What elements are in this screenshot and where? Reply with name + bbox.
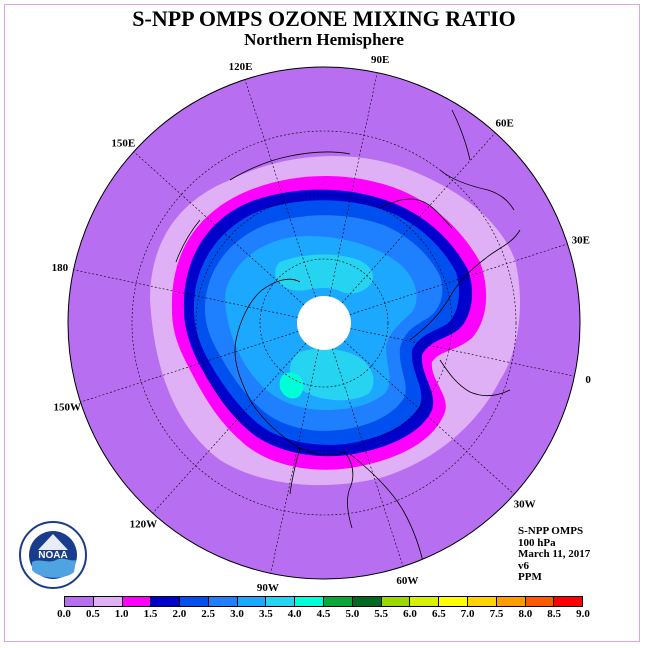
colorbar-tick-label: 7.5 [489,608,504,620]
colorbar-segment [151,597,181,606]
page-subtitle: Northern Hemisphere [244,30,404,49]
colorbar-segment [266,597,296,606]
colorbar-tick-label: 5.0 [345,608,360,620]
info-level: 100 hPa [518,536,556,549]
longitude-label: 0 [585,374,591,386]
colorbar-segment [352,597,382,606]
colorbar-segment [496,597,526,606]
polar-no-data-cap [297,296,351,350]
longitude-label: 30E [572,235,590,247]
ozone-contour-3.5-4.0-b [290,348,374,401]
colorbar-tick-label: 4.0 [287,608,302,620]
page-title: S-NPP OMPS OZONE MIXING RATIO [132,6,516,31]
colorbar-tick-label: 8.5 [547,608,562,620]
longitude-label: 150W [53,401,81,413]
colorbar-tick-label: 4.5 [316,608,331,620]
colorbar-tick-label: 3.5 [258,608,273,620]
colorbar-segment [525,597,555,606]
info-units: PPM [518,571,542,583]
map-info-block: S-NPP OMPS 100 hPa March 11, 2017 v6 PPM [518,525,591,584]
longitude-label: 120W [130,519,158,531]
colorbar-segment [439,597,468,606]
ozone-contour-3.5-4.0 [275,254,374,294]
longitude-label: 60E [495,117,513,129]
graticule [73,72,575,574]
colorbar-tick-label: 0.0 [57,608,71,620]
colorbar-tick-label: 1.0 [114,608,129,620]
colorbar-tick-label: 1.5 [143,608,158,620]
colorbar-tick-label: 2.0 [172,608,187,620]
colorbar-segment [180,597,209,606]
longitude-label: 30W [514,499,536,511]
noaa-logo: NOAA [19,521,87,589]
colorbar-segment [381,597,411,606]
map-boundary [67,66,581,580]
longitude-label: 60W [396,575,418,587]
colorbar-tick-label: 3.0 [230,608,244,620]
info-instrument: S-NPP OMPS [518,525,584,537]
info-date: March 11, 2017 [518,548,591,560]
colorbar-segment [295,597,325,606]
ozone-field [68,67,580,579]
colorbar-segment [410,597,440,606]
colorbar-tick-label: 9.0 [576,608,590,620]
page-frame [4,4,640,642]
longitude-label: 150E [111,137,135,149]
longitude-label: 120E [229,61,253,73]
colorbar-segment [467,597,497,606]
colorbar-ticks: 0.0 0.5 1.0 1.5 2.0 2.5 3.0 3.5 4.0 4.5 5.0 5.5 6.0 6… [0,608,648,624]
longitude-label: 90E [371,54,389,66]
ozone-contour-4.0-4.5 [279,372,304,399]
colorbar-tick-label: 8.0 [518,608,533,620]
colorbar-tick-label: 2.5 [201,608,216,620]
longitude-label: 180 [52,262,69,274]
colorbar-tick-label: 0.5 [85,608,100,620]
colorbar-tick-label: 6.0 [403,608,417,620]
colorbar-segment [122,597,152,606]
colorbar [64,596,583,607]
info-version: v6 [518,559,529,572]
coastlines [175,109,521,567]
colorbar-segment [208,597,238,606]
colorbar-segment [237,597,267,606]
colorbar-tick-label: 7.0 [460,608,475,620]
colorbar-segment [93,597,123,606]
longitude-labels: 90E 60E 30E 0 30W 60W 90W 120W 150W 180 150E 120E [52,54,592,594]
svg-text:NOAA: NOAA [38,550,67,561]
colorbar-segment [65,597,94,606]
colorbar-segment [554,597,583,606]
longitude-label: 90W [257,582,279,594]
colorbar-tick-label: 6.5 [431,608,446,620]
colorbar-segment [324,597,353,606]
colorbar-tick-label: 5.5 [374,608,389,620]
